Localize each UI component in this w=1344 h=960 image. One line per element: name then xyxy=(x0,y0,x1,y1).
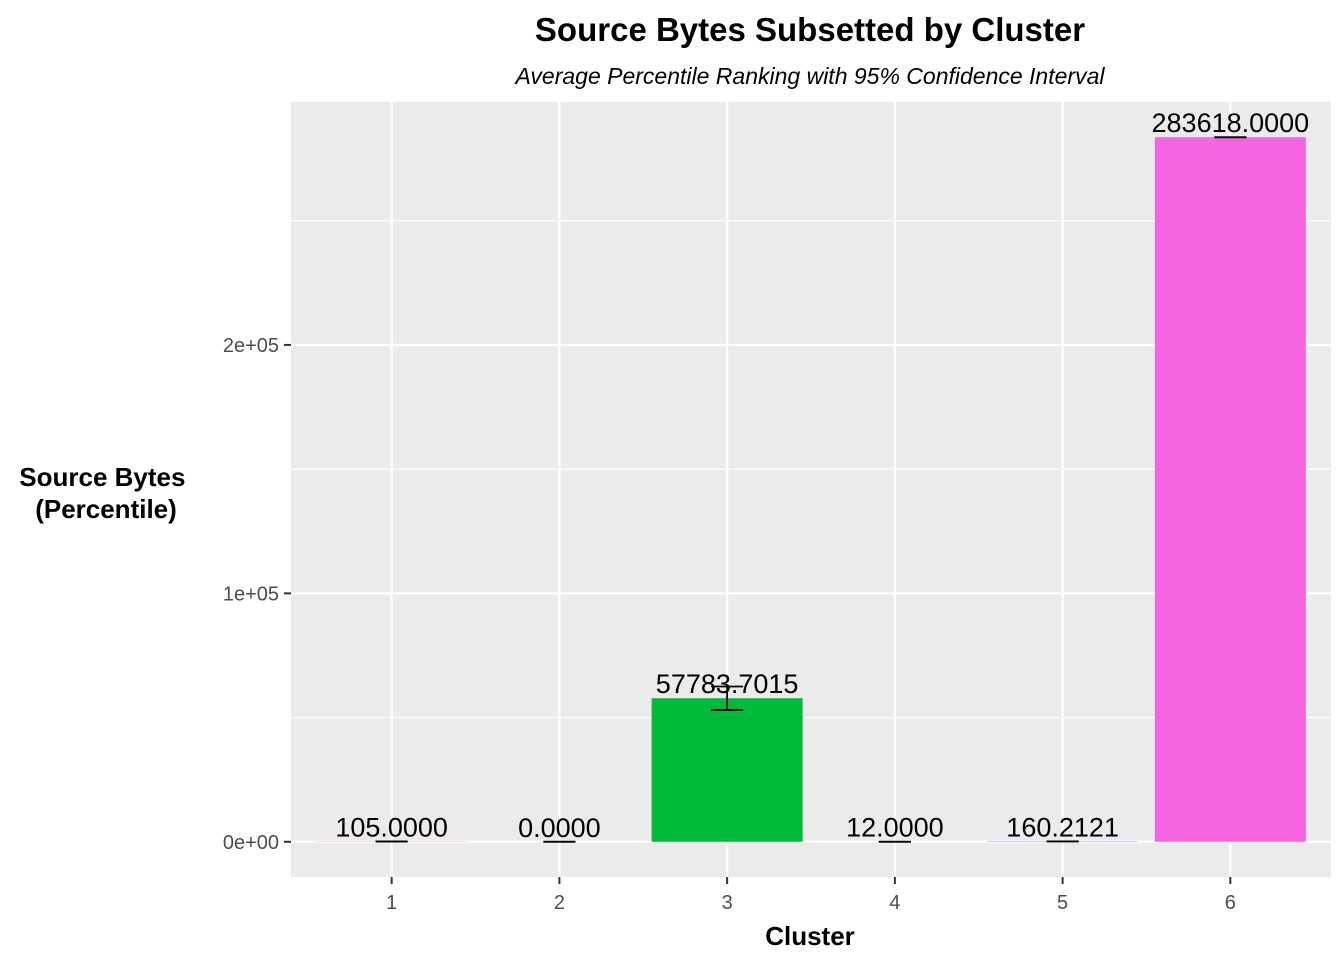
y-tick-label: 2e+05 xyxy=(223,335,279,357)
data-labels: 105.0000 0.0000 57783.7015 12.0000 160.2121 2… xyxy=(335,108,1309,843)
bar-cluster-6 xyxy=(1154,137,1306,842)
data-label: 283618.0000 xyxy=(1152,108,1310,138)
y-tick-label: 0e+00 xyxy=(223,832,279,854)
x-tick-label: 4 xyxy=(889,892,900,914)
error-bars xyxy=(375,136,1247,843)
chart-subtitle: Average Percentile Ranking with 95% Conf… xyxy=(514,63,1106,89)
x-tick-label: 5 xyxy=(1057,892,1068,914)
data-label: 57783.7015 xyxy=(656,669,799,699)
x-axis-title: Cluster xyxy=(765,921,855,951)
bar-cluster-3 xyxy=(651,698,803,842)
y-axis: 0e+00 1e+05 2e+05 xyxy=(223,335,291,854)
data-label: 0.0000 xyxy=(518,813,601,843)
x-tick-label: 6 xyxy=(1225,892,1236,914)
y-axis-title-line-1: Source Bytes xyxy=(19,462,185,492)
data-label: 105.0000 xyxy=(335,813,448,843)
chart-title: Source Bytes Subsetted by Cluster xyxy=(535,11,1085,48)
x-tick-label: 1 xyxy=(386,892,397,914)
x-tick-label: 2 xyxy=(554,892,565,914)
x-axis: 1 2 3 4 5 6 xyxy=(386,877,1236,914)
bars xyxy=(316,137,1306,842)
y-axis-title-line-2: (Percentile) xyxy=(35,494,177,524)
data-label: 160.2121 xyxy=(1006,812,1119,842)
y-tick-label: 1e+05 xyxy=(223,583,279,605)
y-axis-title: Source Bytes (Percentile) xyxy=(19,462,192,524)
data-label: 12.0000 xyxy=(846,813,944,843)
x-tick-label: 3 xyxy=(722,892,733,914)
